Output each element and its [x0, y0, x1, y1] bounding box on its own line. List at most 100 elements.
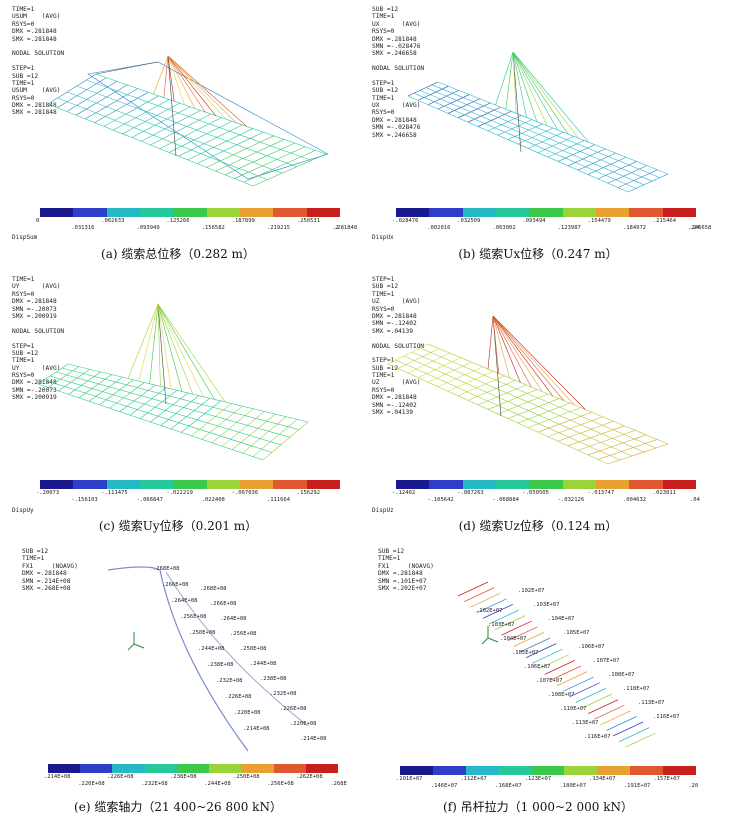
hanger-force-label: .107E+07	[593, 658, 620, 664]
colorbar-tick-label: .262E+08	[296, 774, 323, 780]
mesh-line	[517, 127, 554, 145]
mesh-line	[221, 411, 265, 447]
colorbar-swatch	[564, 766, 598, 775]
cable-mesh-plot	[407, 51, 669, 193]
mesh-line	[447, 98, 480, 114]
mesh-line	[196, 131, 264, 164]
hanger-line	[526, 643, 557, 658]
colorbar-tick-label: .04	[690, 497, 700, 503]
cable-force-label: .214E+08	[300, 736, 327, 742]
hanger-force-label: .106E+07	[524, 664, 551, 670]
figure-caption: (d) 缆索Uz位移（0.124 m）	[458, 519, 618, 533]
colorbar-tick-label: .226E+08	[107, 774, 134, 780]
cable-force-label: .266E+08	[210, 601, 237, 607]
colorbar-swatch	[106, 480, 140, 489]
mesh-line	[211, 408, 254, 443]
colorbar-tick-label: .232E+08	[141, 781, 168, 787]
panel-header: TIME=1 USUM (AVG) RSYS=0 DMX =.281848 SMX =.…	[12, 6, 64, 117]
figure-caption: (e) 缆索轴力（21 400~26 800 kN）	[74, 800, 282, 814]
main-cable	[107, 566, 249, 752]
mesh-line	[419, 347, 657, 449]
mesh-line	[252, 419, 298, 457]
mesh-line	[180, 400, 221, 433]
pylon	[512, 51, 522, 153]
mesh-line	[150, 113, 212, 146]
mesh-line	[67, 91, 283, 174]
colorbar-swatch	[176, 764, 210, 773]
colorbar	[40, 208, 340, 217]
colorbar-swatch	[595, 208, 630, 217]
mesh-line	[457, 375, 505, 397]
header-line: DMX =.281848	[372, 35, 417, 43]
header-line: SMN =.214E+08	[22, 577, 71, 585]
mesh-line	[567, 425, 625, 447]
colorbar-swatch	[595, 480, 630, 489]
header-line: DMX =.281848	[12, 298, 57, 306]
hanger-line	[488, 609, 520, 625]
mesh-line	[37, 363, 69, 385]
mesh-line	[507, 398, 560, 419]
mesh-line	[407, 81, 439, 97]
hanger-line	[581, 693, 613, 709]
mesh-line	[224, 142, 295, 176]
colorbar-tick-label: .238E+08	[170, 774, 197, 780]
header-line: DMX =.281848	[22, 570, 67, 578]
cable-line	[157, 303, 194, 395]
hanger-line	[538, 654, 569, 670]
header-line: RSYS=0	[12, 20, 35, 28]
header-line: RSYS=0	[372, 28, 395, 36]
colorbar-swatch	[662, 208, 696, 217]
colorbar-swatch	[273, 208, 307, 217]
cable-line	[487, 315, 494, 370]
mesh-line	[587, 434, 647, 456]
colorbar-swatch	[40, 208, 74, 217]
cable-line	[157, 303, 204, 397]
mesh-line	[234, 146, 306, 179]
colorbar-swatch	[80, 764, 113, 773]
mesh-line	[607, 165, 648, 184]
colorbar	[396, 208, 696, 217]
header-line: SMX =.268E+08	[22, 584, 71, 592]
colorbar-swatch	[495, 208, 530, 217]
cable-force-label: .214E+08	[243, 726, 270, 732]
cable-line	[138, 303, 159, 382]
header-line: STEP=1	[372, 357, 395, 365]
cable-line	[127, 303, 159, 379]
header-line: SUB =12	[372, 87, 399, 95]
mesh-line	[43, 379, 273, 453]
mesh-line	[537, 411, 592, 433]
colorbar-swatch	[465, 766, 499, 775]
pylon	[167, 55, 177, 157]
hanger-line	[557, 671, 588, 686]
cable-force-label: .232E+08	[270, 691, 297, 697]
cable-force-label: .232E+08	[216, 678, 243, 684]
panel-d: STEP=1 SUB =12 TIME=1 UZ (AVG) RSYS=0 DMX =.2…	[368, 274, 708, 536]
colorbar	[400, 766, 697, 775]
colorbar-swatch	[241, 764, 274, 773]
hanger-force-label: .116E+07	[584, 734, 611, 740]
mesh-line	[68, 371, 101, 395]
cable-line	[492, 315, 543, 392]
colorbar-tick-label: .281848	[334, 225, 358, 231]
hanger-line	[507, 626, 538, 642]
mesh-line	[387, 363, 609, 465]
cable-force-label: .264E+08	[171, 598, 198, 604]
colorbar-swatch	[396, 208, 430, 217]
cable-line	[492, 315, 532, 388]
mesh-line	[55, 371, 291, 438]
colorbar-swatch	[495, 480, 530, 489]
colorbar-swatch	[597, 766, 631, 775]
colorbar-tick-label: -.066847	[136, 497, 163, 503]
header-line: DMX =.281848	[12, 28, 57, 36]
hanger-line	[532, 648, 563, 664]
mesh-line	[58, 369, 90, 392]
mesh-line	[497, 119, 533, 136]
colorbar-tick-label: -.12402	[392, 490, 416, 496]
cable-line	[512, 51, 538, 122]
colorbar	[40, 480, 340, 489]
mesh-line	[48, 366, 80, 388]
cable-line	[157, 303, 226, 403]
hanger-force-label: .104E+07	[548, 616, 575, 622]
header-line: SMX =.281848	[12, 35, 57, 43]
colorbar-swatch	[173, 208, 207, 217]
